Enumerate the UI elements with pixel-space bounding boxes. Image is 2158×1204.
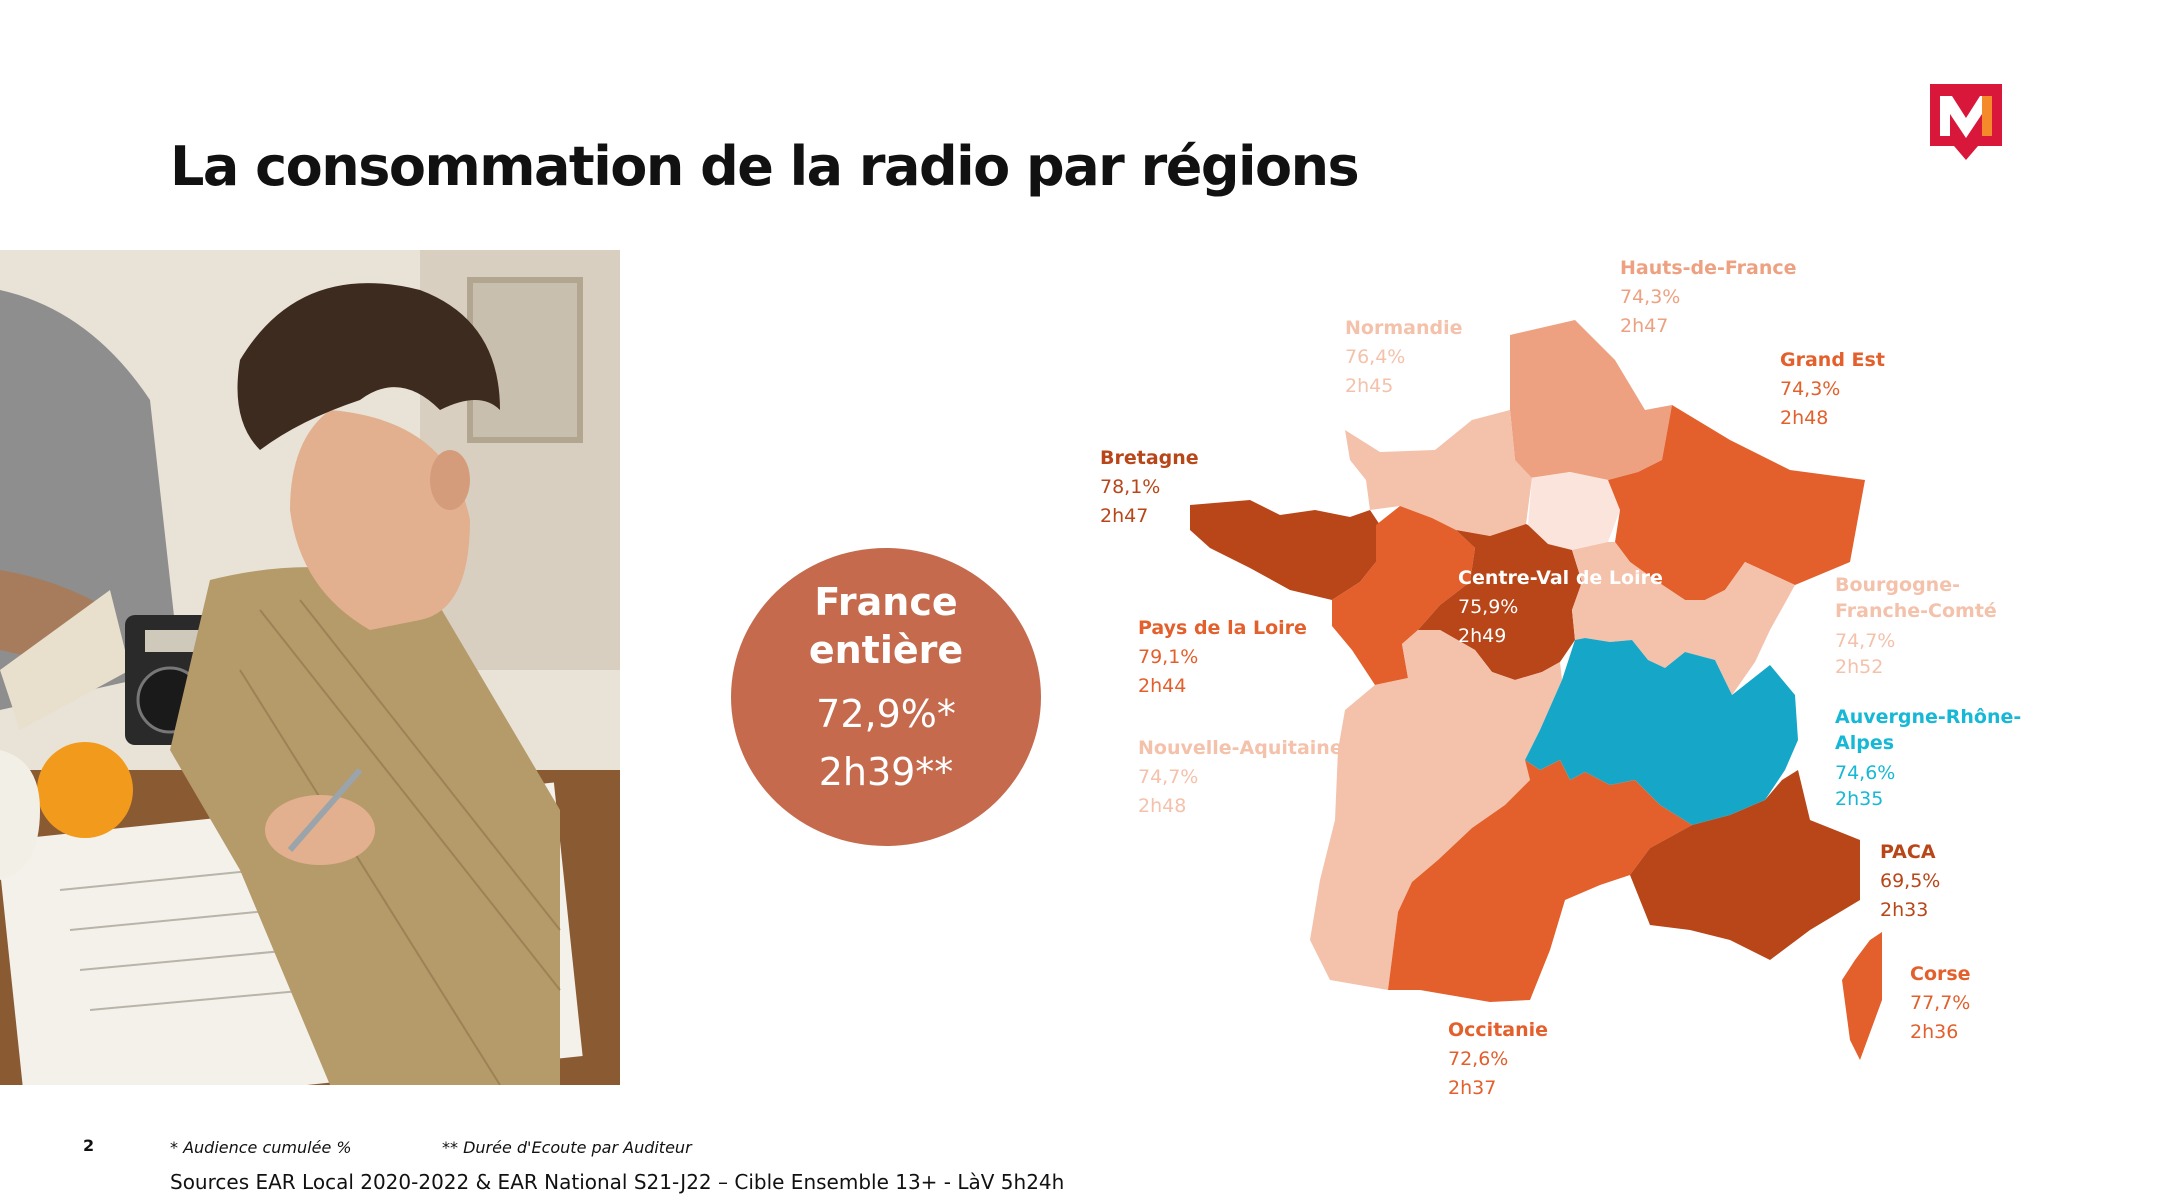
region-paca [1630, 770, 1860, 960]
page-title: La consommation de la radio par régions [170, 135, 1360, 198]
region-occitanie [1388, 760, 1692, 1002]
france-summary-circle: France entière 72,9%* 2h39** [731, 548, 1041, 846]
label-paca: PACA 69,5% 2h33 [1880, 841, 1941, 921]
label-centre-val-de-loire: Centre-Val de Loire 75,9% 2h49 [1458, 567, 1663, 647]
label-auvergne-rhone-alpes: Auvergne-Rhône- Alpes 74,6% 2h35 [1835, 706, 2022, 810]
label-normandie: Normandie 76,4% 2h45 [1345, 317, 1463, 397]
page-number: 2 [83, 1136, 95, 1155]
region-auvergne-rhone-alpes [1525, 638, 1798, 825]
label-bretagne: Bretagne 78,1% 2h47 [1100, 447, 1199, 527]
label-bourgogne-franche-comte: Bourgogne- Franche-Comté 74,7% 2h52 [1835, 574, 1997, 678]
student-photo [0, 250, 620, 1085]
summary-percent: 72,9%* [816, 692, 956, 736]
region-corse [1842, 932, 1882, 1060]
sources-text: Sources EAR Local 2020-2022 & EAR Nation… [170, 1170, 1065, 1194]
france-regions-map [1190, 320, 1882, 1060]
label-hauts-de-france: Hauts-de-France 74,3% 2h47 [1620, 257, 1797, 337]
footnote-audience: * Audience cumulée % [170, 1138, 352, 1157]
region-hauts-de-france [1510, 320, 1672, 480]
region-centre-val-de-loire [1418, 524, 1582, 680]
region-pays-de-la-loire [1332, 506, 1475, 685]
region-nouvelle-aquitaine [1310, 630, 1562, 990]
label-nouvelle-aquitaine: Nouvelle-Aquitaine 74,7% 2h48 [1138, 737, 1343, 817]
summary-title: France entière [808, 580, 964, 672]
footnote-duration: ** Durée d'Ecoute par Auditeur [442, 1138, 692, 1157]
region-normandie [1345, 410, 1532, 536]
region-bourgogne-franche-comte [1572, 542, 1795, 695]
label-grand-est: Grand Est 74,3% 2h48 [1780, 349, 1885, 429]
region-bretagne [1190, 500, 1380, 600]
label-occitanie: Occitanie 72,6% 2h37 [1448, 1019, 1549, 1099]
summary-duration: 2h39** [818, 750, 954, 794]
region-grand-est [1608, 405, 1865, 600]
label-pays-de-la-loire: Pays de la Loire 79,1% 2h44 [1138, 617, 1307, 697]
label-corse: Corse 77,7% 2h36 [1910, 963, 1971, 1043]
region-ile-de-france [1528, 472, 1620, 550]
brand-logo [1930, 84, 2006, 162]
